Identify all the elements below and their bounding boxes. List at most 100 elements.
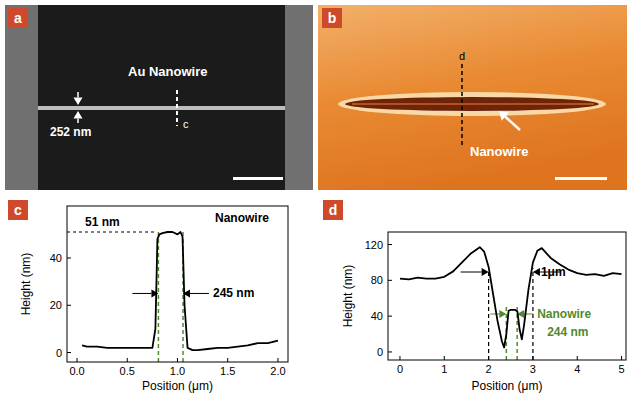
height-label: 51 nm xyxy=(85,215,120,229)
chart-d: 0 1 2 3 4 5 0 40 80 120 Position (μm) Height (nm) 1μ… xyxy=(341,232,626,393)
panel-label: c xyxy=(14,202,22,218)
plot-area xyxy=(82,232,278,350)
y-tick-label: 120 xyxy=(365,239,383,251)
image-title: Au Nanowire xyxy=(128,64,207,79)
section-label: c xyxy=(183,118,189,130)
x-tick-label: 4 xyxy=(574,363,580,375)
x-tick xyxy=(444,356,445,360)
range-line xyxy=(488,268,489,360)
height-line xyxy=(67,232,156,233)
arrow-shaft xyxy=(77,119,79,124)
panel-badge: a xyxy=(8,8,28,28)
arrow-shaft xyxy=(77,92,79,98)
chart-c: 0.0 0.5 1.0 1.5 2.0 0 20 40 Position (μm) Height … xyxy=(19,206,288,393)
afm-background xyxy=(318,5,627,190)
panel-label: d xyxy=(329,202,338,218)
arrow-head xyxy=(482,268,489,276)
x-tick-label: 1.5 xyxy=(220,365,235,377)
arrow-shaft xyxy=(132,293,151,294)
sem-background xyxy=(5,5,313,190)
panel-badge: c xyxy=(8,200,28,220)
nanowire-arrow xyxy=(499,111,520,130)
x-tick-label: 0.5 xyxy=(120,365,135,377)
profile-line xyxy=(400,247,622,347)
y-tick-label: 80 xyxy=(371,274,383,286)
width-arrow-bottom xyxy=(74,111,83,123)
y-tick-label: 0 xyxy=(56,347,62,359)
panel-badge: d xyxy=(323,200,343,220)
scale-bar xyxy=(555,177,607,180)
panel-label: b xyxy=(328,10,337,26)
y-tick xyxy=(388,351,392,352)
width-arrow-left xyxy=(132,289,158,297)
y-axis-label: Height (nm) xyxy=(19,253,33,316)
badge-box xyxy=(322,8,342,28)
trench xyxy=(345,97,599,111)
arrow-shaft xyxy=(490,314,499,315)
nanowire-label: Nanowire xyxy=(537,307,591,321)
y-tick xyxy=(388,244,392,245)
x-tick-label: 2 xyxy=(486,363,492,375)
arrow-head xyxy=(74,111,83,119)
y-tick-label: 40 xyxy=(371,310,383,322)
x-tick xyxy=(227,358,228,362)
badge-box xyxy=(8,8,28,28)
electrode-right xyxy=(285,5,313,190)
x-tick-label: 3 xyxy=(530,363,536,375)
nanowire xyxy=(352,103,594,105)
plot-frame xyxy=(67,206,288,362)
x-tick-label: 2.0 xyxy=(270,365,285,377)
panel-badge: b xyxy=(322,8,342,28)
x-tick-label: 1 xyxy=(441,363,447,375)
x-axis-label: Position (μm) xyxy=(472,379,543,393)
arrow-head xyxy=(533,268,540,276)
y-tick xyxy=(67,352,71,353)
range-label: 1μm xyxy=(541,265,566,279)
arrow-shaft xyxy=(461,272,482,273)
x-tick-label: 0 xyxy=(397,363,403,375)
y-tick xyxy=(388,280,392,281)
electrode-left xyxy=(5,5,38,190)
y-tick-label: 40 xyxy=(50,252,62,264)
sem-image: Au Nanowire 252 nm c xyxy=(5,5,313,190)
x-tick xyxy=(577,356,578,360)
x-axis-label: Position (μm) xyxy=(142,379,213,393)
nanowire-label: Nanowire xyxy=(215,211,269,225)
x-tick xyxy=(127,358,128,362)
scale-bar xyxy=(233,177,283,180)
arrow-head xyxy=(499,111,509,121)
y-axis-label: Height (nm) xyxy=(341,265,355,328)
x-tick-label: 1.0 xyxy=(170,365,185,377)
y-tick-label: 0 xyxy=(377,346,383,358)
afm-image: d Nanowire xyxy=(318,5,627,190)
width-arrow-top xyxy=(74,92,83,105)
x-tick-label: 0.0 xyxy=(69,365,84,377)
width-arrow-right xyxy=(183,289,209,297)
range-arrow-left xyxy=(461,268,489,276)
y-tick xyxy=(388,316,392,317)
x-tick xyxy=(399,356,400,360)
section-label: d xyxy=(459,50,465,62)
x-tick xyxy=(277,358,278,362)
plot-frame xyxy=(388,232,626,360)
badge-box xyxy=(8,200,28,220)
y-tick xyxy=(67,305,71,306)
y-tick-label: 20 xyxy=(50,299,62,311)
width-label: 244 nm xyxy=(547,325,588,339)
arrow-head xyxy=(74,98,83,106)
plot-area xyxy=(400,247,622,347)
y-tick xyxy=(67,258,71,259)
x-tick-label: 5 xyxy=(619,363,625,375)
section-line xyxy=(461,64,463,145)
x-tick xyxy=(177,358,178,362)
arrow-shaft xyxy=(505,117,520,130)
width-arrow-left xyxy=(490,310,506,318)
profile-line xyxy=(82,232,278,350)
image-title: Nanowire xyxy=(470,144,529,159)
x-tick xyxy=(621,356,622,360)
arrow-head xyxy=(499,310,506,318)
panel-label: a xyxy=(14,10,22,26)
width-label: 245 nm xyxy=(213,286,254,300)
width-label: 252 nm xyxy=(50,125,91,139)
x-tick xyxy=(77,358,78,362)
